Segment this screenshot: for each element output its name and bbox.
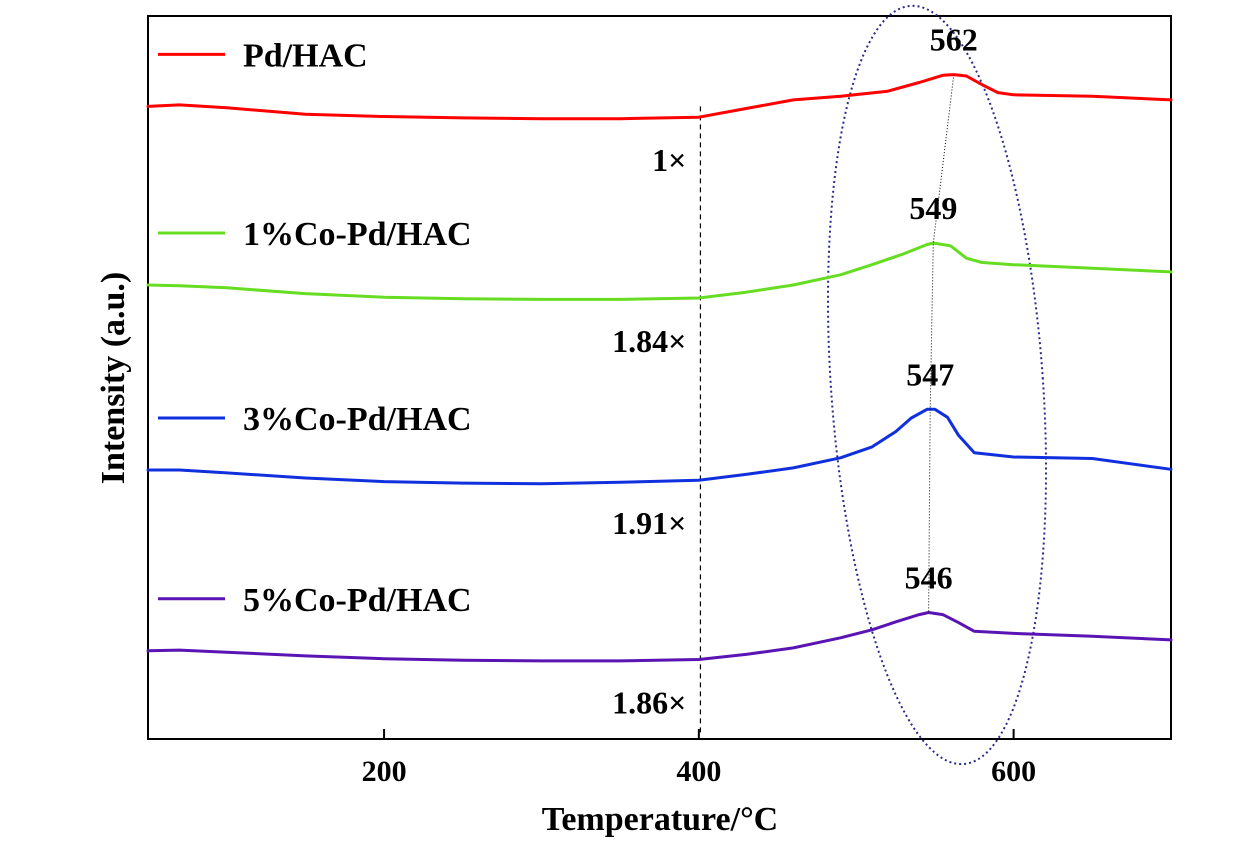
legend-label-4: 5%Co-Pd/HAC [243, 582, 472, 619]
legend-label-1: Pd/HAC [243, 37, 368, 74]
x-axis-title: Temperature/°C [542, 801, 778, 838]
x-tick-label: 400 [676, 755, 721, 788]
peak-label-3: 547 [906, 356, 954, 392]
legend-layer: Pd/HAC 1%Co-Pd/HAC 3%Co-Pd/HAC 5%Co-Pd/HAC [158, 37, 472, 619]
annotation-layer: 562 1× 549 1.84× 547 1.91× 546 1.86× [612, 22, 978, 721]
scale-label-1: 1× [652, 142, 686, 178]
series-layer [146, 73, 1173, 663]
scale-label-4: 1.86× [612, 684, 686, 720]
scale-label-3: 1.91× [612, 505, 686, 541]
peak-label-4: 546 [905, 559, 953, 595]
x-axis: 200 400 600 [362, 729, 1036, 788]
y-axis-title: Intensity (a.u.) [95, 272, 132, 485]
plot-frame [147, 15, 1172, 740]
peak-label-2: 549 [909, 190, 957, 226]
x-tick-label: 600 [991, 755, 1036, 788]
series-line-2 [146, 241, 1173, 301]
peak-guide-line [928, 74, 955, 613]
scale-label-2: 1.84× [612, 323, 686, 359]
series-line-4 [146, 611, 1173, 663]
peak-label-1: 562 [930, 22, 978, 58]
series-line-3 [146, 407, 1173, 486]
peak-ellipse-layer [826, 4, 1048, 766]
legend-label-3: 3%Co-Pd/HAC [243, 401, 472, 438]
x-tick-label: 200 [362, 755, 407, 788]
series-line-1 [146, 73, 1173, 121]
peak-region-ellipse [826, 4, 1048, 766]
legend-label-2: 1%Co-Pd/HAC [243, 216, 472, 253]
